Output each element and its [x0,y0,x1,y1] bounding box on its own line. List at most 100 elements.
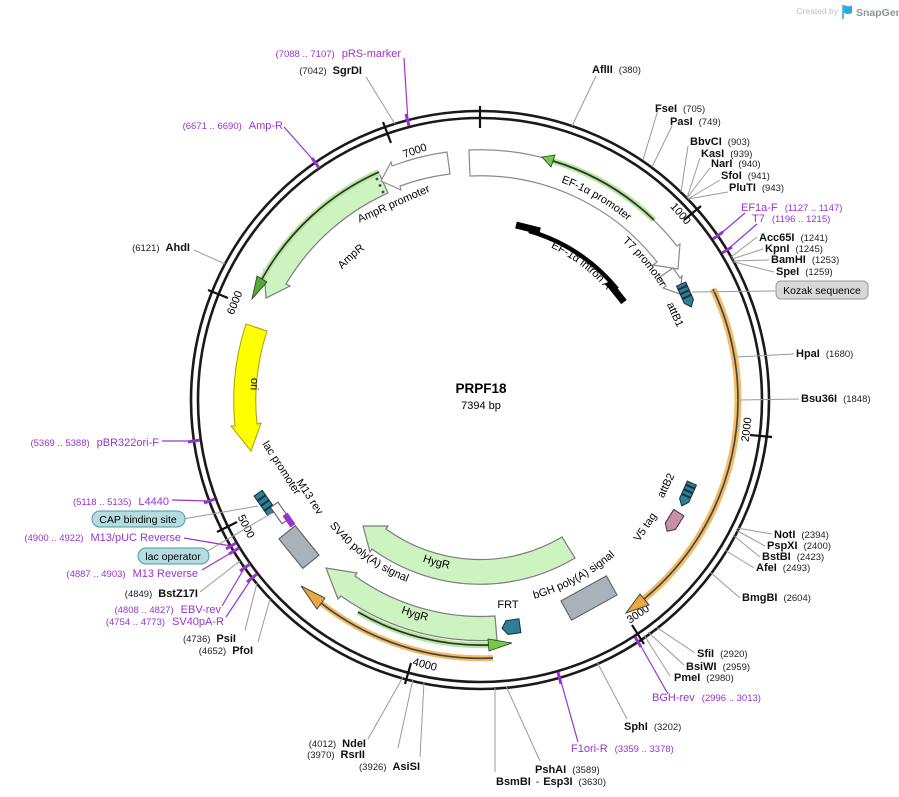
site-label[interactable]: PmeI (2980) [674,672,734,684]
site-label[interactable]: (7042) SgrDI [299,65,362,77]
site-label[interactable]: (4012) NdeI [309,738,366,750]
site-label[interactable]: (6121) AhdI [132,242,190,254]
ampr-promoter-arrow[interactable] [380,151,451,192]
scale-ticks [207,106,773,685]
sv40-polya-box[interactable] [278,524,320,570]
ampr-label[interactable]: AmpR [336,242,367,272]
site-label[interactable]: Bsu36I (1848) [801,393,871,405]
t7-promoter-arrow[interactable] [659,267,683,295]
svg-text:2000: 2000 [740,417,755,443]
primer-label[interactable]: (5369 .. 5388) pBR322ori-F [30,437,159,449]
m13-rev-glyph[interactable] [282,512,296,528]
lac-operator-glyph[interactable] [253,489,277,517]
site-label[interactable]: NotI (2394) [774,529,829,541]
svg-text:5000: 5000 [235,513,257,540]
site-label[interactable]: (4652) PfoI [199,645,253,657]
primer-label[interactable]: (4808 .. 4827) EBV-rev [114,604,221,616]
primer-label[interactable]: (4900 .. 4922) M13/pUC Reverse [24,532,181,544]
attb2-label[interactable]: attB2 [655,472,677,500]
orf-arrow-top [541,154,657,223]
ampr-start-dots [375,177,385,194]
orf-arrow-ampr [251,169,381,301]
site-label[interactable]: AfeI (2493) [756,562,810,574]
ori-arrow[interactable] [229,323,268,453]
primer-label[interactable]: EF1a-F (1127 .. 1147) [741,202,842,214]
ori-label[interactable]: ori [248,378,260,391]
site-label[interactable]: BsiWI (2959) [686,661,750,673]
orf-arrow-bottom-green [356,609,513,652]
primer-label[interactable]: (4754 .. 4773) SV40pA-R [106,616,224,628]
site-label[interactable]: KpnI (1245) [765,243,823,255]
site-label[interactable]: (3926) AsiSI [359,761,420,773]
ampr-band[interactable] [263,172,389,299]
lac-promoter-label[interactable]: lac promoter [259,439,303,497]
svg-text:CAP binding site: CAP binding site [99,514,177,526]
site-label[interactable]: HpaI (1680) [796,348,853,360]
cap-binding-site-box[interactable]: CAP binding site [91,510,186,528]
site-label[interactable]: BsmBI - Esp3I (3630) [496,776,606,788]
attb2-glyph[interactable] [677,480,698,508]
site-label[interactable]: BmgBI (2604) [742,592,811,604]
primer-label[interactable]: (5118 .. 5135) L4440 [73,496,169,508]
site-label[interactable]: PshAI (3589) [535,764,600,776]
svg-text:lac operator: lac operator [145,551,201,563]
lac-operator-box[interactable]: lac operator [137,547,210,565]
site-label[interactable]: SfoI (941) [721,170,770,182]
prpf18-orf-arc[interactable] [624,287,742,615]
callout-lines [162,57,800,772]
site-label[interactable]: AflII (380) [592,64,641,76]
site-label[interactable]: KasI (939) [701,148,752,160]
attb1-glyph[interactable] [675,281,696,309]
site-label[interactable]: (3970) RsrII [307,749,365,761]
site-label[interactable]: SfiI (2920) [697,648,748,660]
svg-text:6000: 6000 [225,289,245,316]
site-label[interactable]: (4736) PsiI [183,633,236,645]
plasmid-title: PRPF18 7394 bp [455,381,507,412]
attb1-label[interactable]: attB1 [664,301,685,329]
primer-label[interactable]: (4887 .. 4903) M13 Reverse [66,568,198,580]
site-label[interactable]: BstBI (2423) [762,551,824,563]
snapgene-logo-icon [842,5,852,19]
site-labels: AflII (380) FseI (705) PasI (749) BbvCI (903… [125,64,871,788]
site-label[interactable]: BbvCI (903) [690,136,750,148]
primer-label[interactable]: BGH-rev (2996 .. 3013) [652,692,761,704]
site-label[interactable]: SpeI (1259) [776,266,833,278]
ef1a-intron-bracket[interactable] [515,221,627,305]
hygr-band-outer[interactable] [325,567,498,642]
hygr-band-inner[interactable] [362,525,576,585]
kozak-sequence-box[interactable]: Kozak sequence [775,280,869,300]
site-label[interactable]: FseI (705) [655,103,705,115]
boxed-labels: Kozak sequence CAP binding site lac oper… [91,280,869,565]
site-label[interactable]: PluTI (943) [729,182,784,194]
svg-text:4000: 4000 [411,656,438,674]
svg-text:Kozak sequence: Kozak sequence [783,285,861,297]
frt-label[interactable]: FRT [497,599,518,611]
svg-text:1000: 1000 [668,201,693,227]
site-label[interactable]: SphI (3202) [624,721,681,733]
credit-prefix: Created by [796,6,838,16]
orf-arrow-bottom-orange [300,585,494,662]
ef1a-intron-label[interactable]: EF-1α intron A [549,239,613,292]
site-label[interactable]: BamHI (1253) [771,254,839,266]
primer-labels: (7088 .. 7107) pRS-marker (6671 .. 6690) A… [24,48,842,755]
primer-label[interactable]: F1ori-R (3359 .. 3378) [571,743,674,755]
frt-glyph[interactable] [501,618,522,636]
plasmid-size: 7394 bp [461,400,501,412]
v5-tag-label[interactable]: V5 tag [632,511,660,544]
v5-tag-glyph[interactable] [662,508,685,534]
credit: Created by SnapGene [796,5,899,19]
primer-label[interactable]: (6671 .. 6690) Amp-R [183,120,283,132]
credit-brand: SnapGene [856,7,899,19]
site-label[interactable]: PspXI (2400) [767,540,831,552]
site-label[interactable]: PasI (749) [670,116,721,128]
site-label[interactable]: NarI (940) [711,158,761,170]
bgh-polya-box[interactable] [560,575,618,621]
site-label[interactable]: Acc65I (1241) [759,232,828,244]
primer-label[interactable]: (7088 .. 7107) pRS-marker [276,48,402,60]
site-label[interactable]: (4849) BstZ17I [125,588,198,600]
primer-label[interactable]: T7 (1196 .. 1215) [752,213,830,225]
features [229,149,742,662]
backbone [189,106,773,691]
